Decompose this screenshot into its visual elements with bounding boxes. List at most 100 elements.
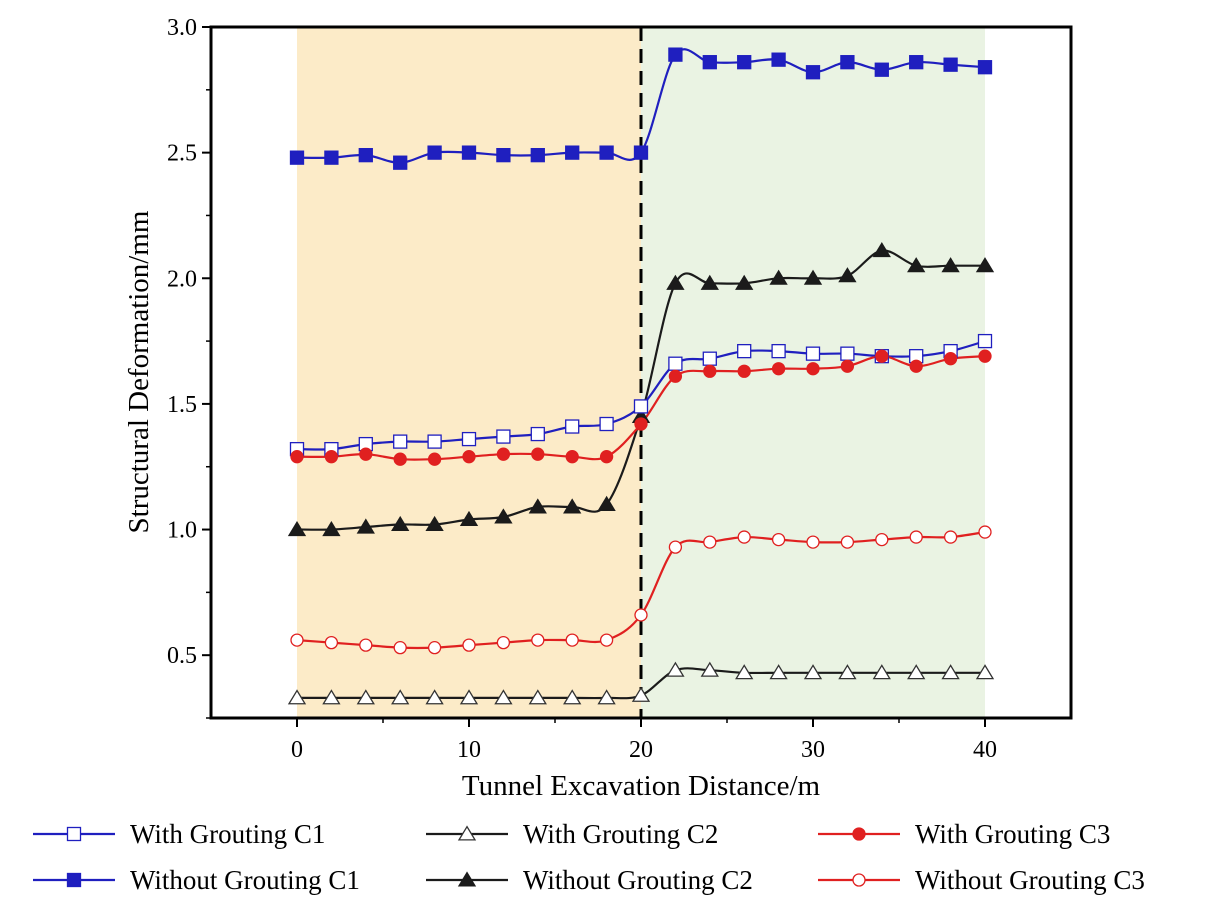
x-tick-label-10: 10: [457, 737, 481, 763]
x-tick-label-40: 40: [973, 737, 997, 763]
data-point-without-grouting-c3-19: [943, 530, 958, 544]
data-point-with-grouting-c2-14: [769, 664, 788, 680]
data-point-without-grouting-c1-5: [461, 145, 477, 160]
data-point-without-grouting-c1-8: [565, 145, 580, 160]
data-point-without-grouting-c1-11: [668, 47, 683, 62]
data-point-without-grouting-c2-0: [287, 520, 307, 537]
data-point-with-grouting-c3-0: [290, 450, 304, 464]
data-point-without-grouting-c2-14: [769, 269, 788, 285]
y-tick-label-2.5: 2.5: [167, 141, 197, 167]
data-point-with-grouting-c3-8: [565, 450, 579, 464]
data-point-without-grouting-c2-3: [391, 515, 410, 532]
data-point-without-grouting-c3-5: [462, 638, 476, 652]
data-point-without-grouting-c3-13: [737, 530, 751, 544]
data-point-without-grouting-c2-7: [528, 498, 547, 514]
legend-label-without-grouting-c1: Without Grouting C1: [130, 865, 360, 895]
x-tick-label-0: 0: [291, 737, 303, 763]
data-point-without-grouting-c1-9: [599, 145, 614, 160]
data-point-with-grouting-c1-13: [737, 343, 752, 359]
data-point-with-grouting-c2-6: [494, 689, 513, 705]
data-point-without-grouting-c2-4: [425, 515, 444, 532]
data-point-with-grouting-c2-7: [528, 689, 547, 705]
data-point-without-grouting-c1-17: [874, 62, 889, 77]
data-point-with-grouting-c1-6: [496, 429, 511, 444]
data-point-without-grouting-c3-15: [806, 535, 820, 549]
data-point-with-grouting-c3-12: [703, 364, 717, 378]
data-point-without-grouting-c1-0: [289, 150, 305, 165]
data-point-with-grouting-c2-13: [735, 664, 754, 680]
data-point-without-grouting-c1-18: [909, 55, 924, 70]
data-point-with-grouting-c3-19: [943, 352, 958, 366]
legend-marker-without-grouting-c2: [457, 871, 477, 887]
y-tick-label-1: 1.0: [167, 518, 197, 544]
data-point-without-grouting-c1-14: [771, 52, 786, 67]
data-point-without-grouting-c2-6: [494, 508, 513, 524]
legend-marker-with-grouting-c3: [852, 827, 866, 841]
data-point-with-grouting-c2-0: [287, 689, 307, 705]
data-point-with-grouting-c2-5: [459, 689, 479, 705]
data-point-without-grouting-c2-12: [700, 274, 719, 290]
data-point-with-grouting-c1-14: [771, 343, 786, 359]
data-point-without-grouting-c1-15: [805, 65, 821, 80]
data-point-without-grouting-c3-12: [703, 535, 717, 549]
y-tick-label-2: 2.0: [167, 266, 197, 292]
legend-label-with-grouting-c1: With Grouting C1: [130, 819, 325, 849]
data-point-without-grouting-c1-1: [324, 150, 339, 165]
data-point-with-grouting-c1-10: [633, 399, 649, 414]
data-point-without-grouting-c1-3: [393, 155, 408, 170]
data-point-with-grouting-c1-4: [427, 434, 442, 449]
data-point-with-grouting-c3-4: [427, 452, 442, 466]
data-point-with-grouting-c3-9: [599, 450, 614, 464]
data-point-with-grouting-c3-18: [909, 359, 923, 373]
legend-label-without-grouting-c2: Without Grouting C2: [523, 865, 753, 895]
data-point-with-grouting-c1-16: [840, 346, 855, 361]
data-point-without-grouting-c2-13: [735, 274, 754, 290]
data-point-with-grouting-c3-10: [634, 417, 648, 431]
data-point-without-grouting-c2-20: [975, 257, 995, 273]
series-markers: [287, 47, 995, 705]
data-point-without-grouting-c2-9: [597, 495, 616, 511]
data-point-with-grouting-c2-18: [907, 664, 926, 680]
data-point-with-grouting-c1-20: [977, 333, 993, 349]
data-point-without-grouting-c2-2: [356, 518, 375, 534]
data-point-without-grouting-c2-11: [666, 274, 685, 290]
data-point-with-grouting-c3-16: [840, 359, 855, 373]
y-tick-label-3: 3.0: [167, 15, 197, 41]
data-point-with-grouting-c2-15: [803, 664, 823, 680]
data-point-without-grouting-c1-13: [737, 55, 752, 70]
y-tick-label-1.5: 1.5: [167, 392, 197, 418]
data-point-without-grouting-c2-19: [941, 257, 960, 273]
data-point-without-grouting-c1-6: [496, 147, 511, 163]
data-point-with-grouting-c2-20: [975, 664, 995, 680]
legend-label-with-grouting-c3: With Grouting C3: [915, 819, 1110, 849]
data-point-with-grouting-c2-16: [838, 664, 857, 680]
data-point-with-grouting-c3-2: [359, 447, 373, 461]
data-point-without-grouting-c3-6: [496, 635, 511, 650]
data-point-without-grouting-c3-17: [875, 532, 889, 547]
data-point-with-grouting-c3-17: [875, 349, 889, 363]
legend-label-without-grouting-c3: Without Grouting C3: [915, 865, 1145, 895]
data-point-without-grouting-c3-16: [840, 535, 855, 549]
data-point-without-grouting-c2-17: [872, 242, 891, 258]
data-point-without-grouting-c2-1: [322, 520, 341, 537]
data-point-with-grouting-c3-5: [462, 450, 476, 464]
legend-marker-with-grouting-c2: [457, 825, 477, 841]
data-point-with-grouting-c3-7: [531, 447, 545, 461]
data-point-without-grouting-c3-18: [909, 530, 923, 544]
data-point-with-grouting-c2-2: [356, 689, 375, 705]
y-tick-label-0.5: 0.5: [167, 643, 197, 669]
y-axis-label: Structural Deformation/mm: [123, 210, 155, 533]
data-point-with-grouting-c3-6: [496, 447, 511, 461]
data-point-with-grouting-c3-1: [324, 450, 339, 464]
axes: [202, 25, 1073, 727]
x-tick-label-30: 30: [801, 737, 825, 763]
data-point-with-grouting-c2-12: [700, 661, 719, 677]
data-point-without-grouting-c2-8: [563, 498, 582, 514]
data-point-without-grouting-c1-16: [840, 55, 855, 70]
data-point-without-grouting-c2-16: [838, 267, 857, 283]
data-point-with-grouting-c1-8: [565, 419, 580, 434]
data-point-with-grouting-c2-19: [941, 664, 960, 680]
data-point-without-grouting-c3-14: [771, 532, 786, 547]
data-point-with-grouting-c3-14: [771, 362, 786, 376]
